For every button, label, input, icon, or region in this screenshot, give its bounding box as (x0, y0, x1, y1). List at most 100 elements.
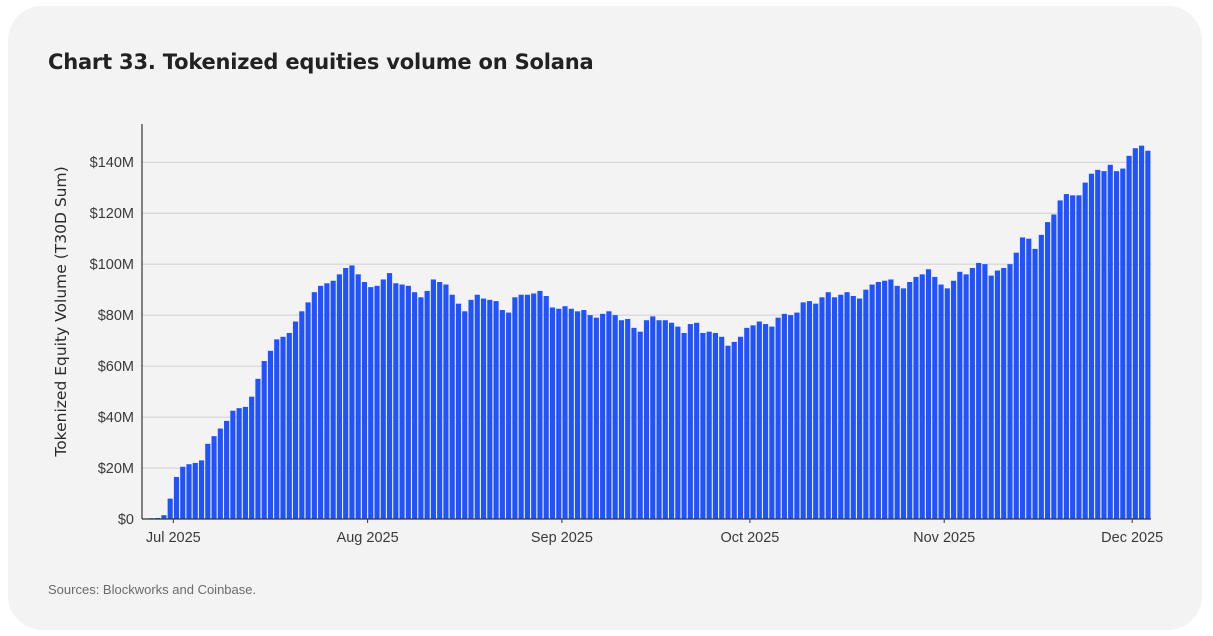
y-tick-label: $20M (98, 461, 134, 477)
bar (399, 284, 405, 519)
bar (349, 265, 355, 519)
bar (694, 322, 700, 519)
bar (637, 331, 643, 519)
y-axis-label: Tokenized Equity Volume (T30D Sum) (52, 166, 70, 457)
bar (506, 312, 512, 519)
bar (875, 282, 881, 519)
bar (211, 436, 217, 519)
bar (224, 420, 230, 519)
bar (932, 276, 938, 519)
bar (994, 270, 1001, 519)
bar (286, 332, 292, 519)
bar (443, 284, 449, 519)
bar (719, 336, 725, 519)
bar (1095, 169, 1101, 519)
bar (631, 327, 637, 519)
bar (581, 310, 587, 519)
y-tick-label: $40M (98, 410, 134, 426)
bar (587, 315, 593, 519)
bar (750, 325, 756, 519)
bar (700, 332, 706, 519)
y-tick-label: $80M (98, 308, 134, 324)
bar (512, 297, 518, 519)
bar (430, 279, 436, 519)
bar (524, 294, 530, 519)
bar (380, 279, 386, 519)
bar (907, 282, 913, 519)
bar (274, 339, 280, 519)
bar (600, 313, 606, 519)
y-tick-label: $140M (90, 155, 134, 171)
y-tick-label: $100M (90, 257, 134, 273)
bar (725, 345, 731, 519)
bar (681, 332, 687, 519)
bar (800, 302, 806, 519)
bar (1139, 145, 1145, 519)
bar (1126, 155, 1132, 519)
bar (1070, 195, 1076, 519)
bar (562, 306, 568, 519)
bar (249, 396, 255, 519)
bar (756, 321, 762, 519)
bar (612, 315, 618, 519)
bar (763, 324, 769, 519)
bar (449, 294, 455, 519)
bar (487, 299, 493, 519)
bar (925, 269, 932, 519)
bar (819, 297, 825, 519)
bar (781, 313, 787, 519)
bar (618, 320, 624, 519)
bar (1113, 171, 1120, 519)
bar (480, 298, 487, 519)
bar (894, 285, 900, 519)
bar (374, 285, 380, 519)
bar (625, 318, 631, 519)
bar (230, 410, 236, 519)
bar (368, 287, 374, 519)
bar (493, 301, 499, 519)
bar (844, 292, 850, 519)
bar (712, 332, 719, 519)
bar (518, 294, 524, 519)
bar (1057, 200, 1063, 519)
bar (292, 321, 299, 519)
bar (299, 311, 305, 519)
bar (919, 274, 925, 519)
bar (412, 292, 418, 519)
bar (957, 271, 963, 519)
bar (336, 274, 342, 519)
bar (913, 276, 919, 519)
bar (857, 298, 863, 519)
x-tick-label: Sep 2025 (531, 530, 593, 546)
bar (825, 292, 831, 519)
bar (1051, 214, 1057, 519)
bar (255, 378, 261, 519)
bar (882, 280, 888, 519)
bar (192, 462, 198, 519)
bar (1038, 234, 1044, 519)
bar (788, 315, 794, 519)
bar (418, 297, 424, 519)
bar (643, 320, 650, 519)
bar (180, 466, 186, 519)
x-tick-label: Dec 2025 (1101, 530, 1163, 546)
bar (455, 303, 462, 519)
x-tick-label: Aug 2025 (337, 530, 399, 546)
bar (236, 408, 242, 519)
bar (669, 322, 675, 519)
bar (1026, 238, 1032, 519)
bar (355, 274, 361, 519)
bar (1107, 164, 1113, 519)
y-tick-label: $60M (98, 359, 134, 375)
bar (549, 307, 556, 519)
bar (173, 476, 180, 519)
bar (775, 317, 781, 519)
bar (675, 326, 681, 519)
bar (474, 294, 480, 519)
x-tick-label: Nov 2025 (913, 530, 975, 546)
bar (1001, 267, 1007, 519)
bar (437, 282, 443, 519)
bar (969, 267, 975, 519)
source-note: Sources: Blockworks and Coinbase. (48, 582, 257, 597)
